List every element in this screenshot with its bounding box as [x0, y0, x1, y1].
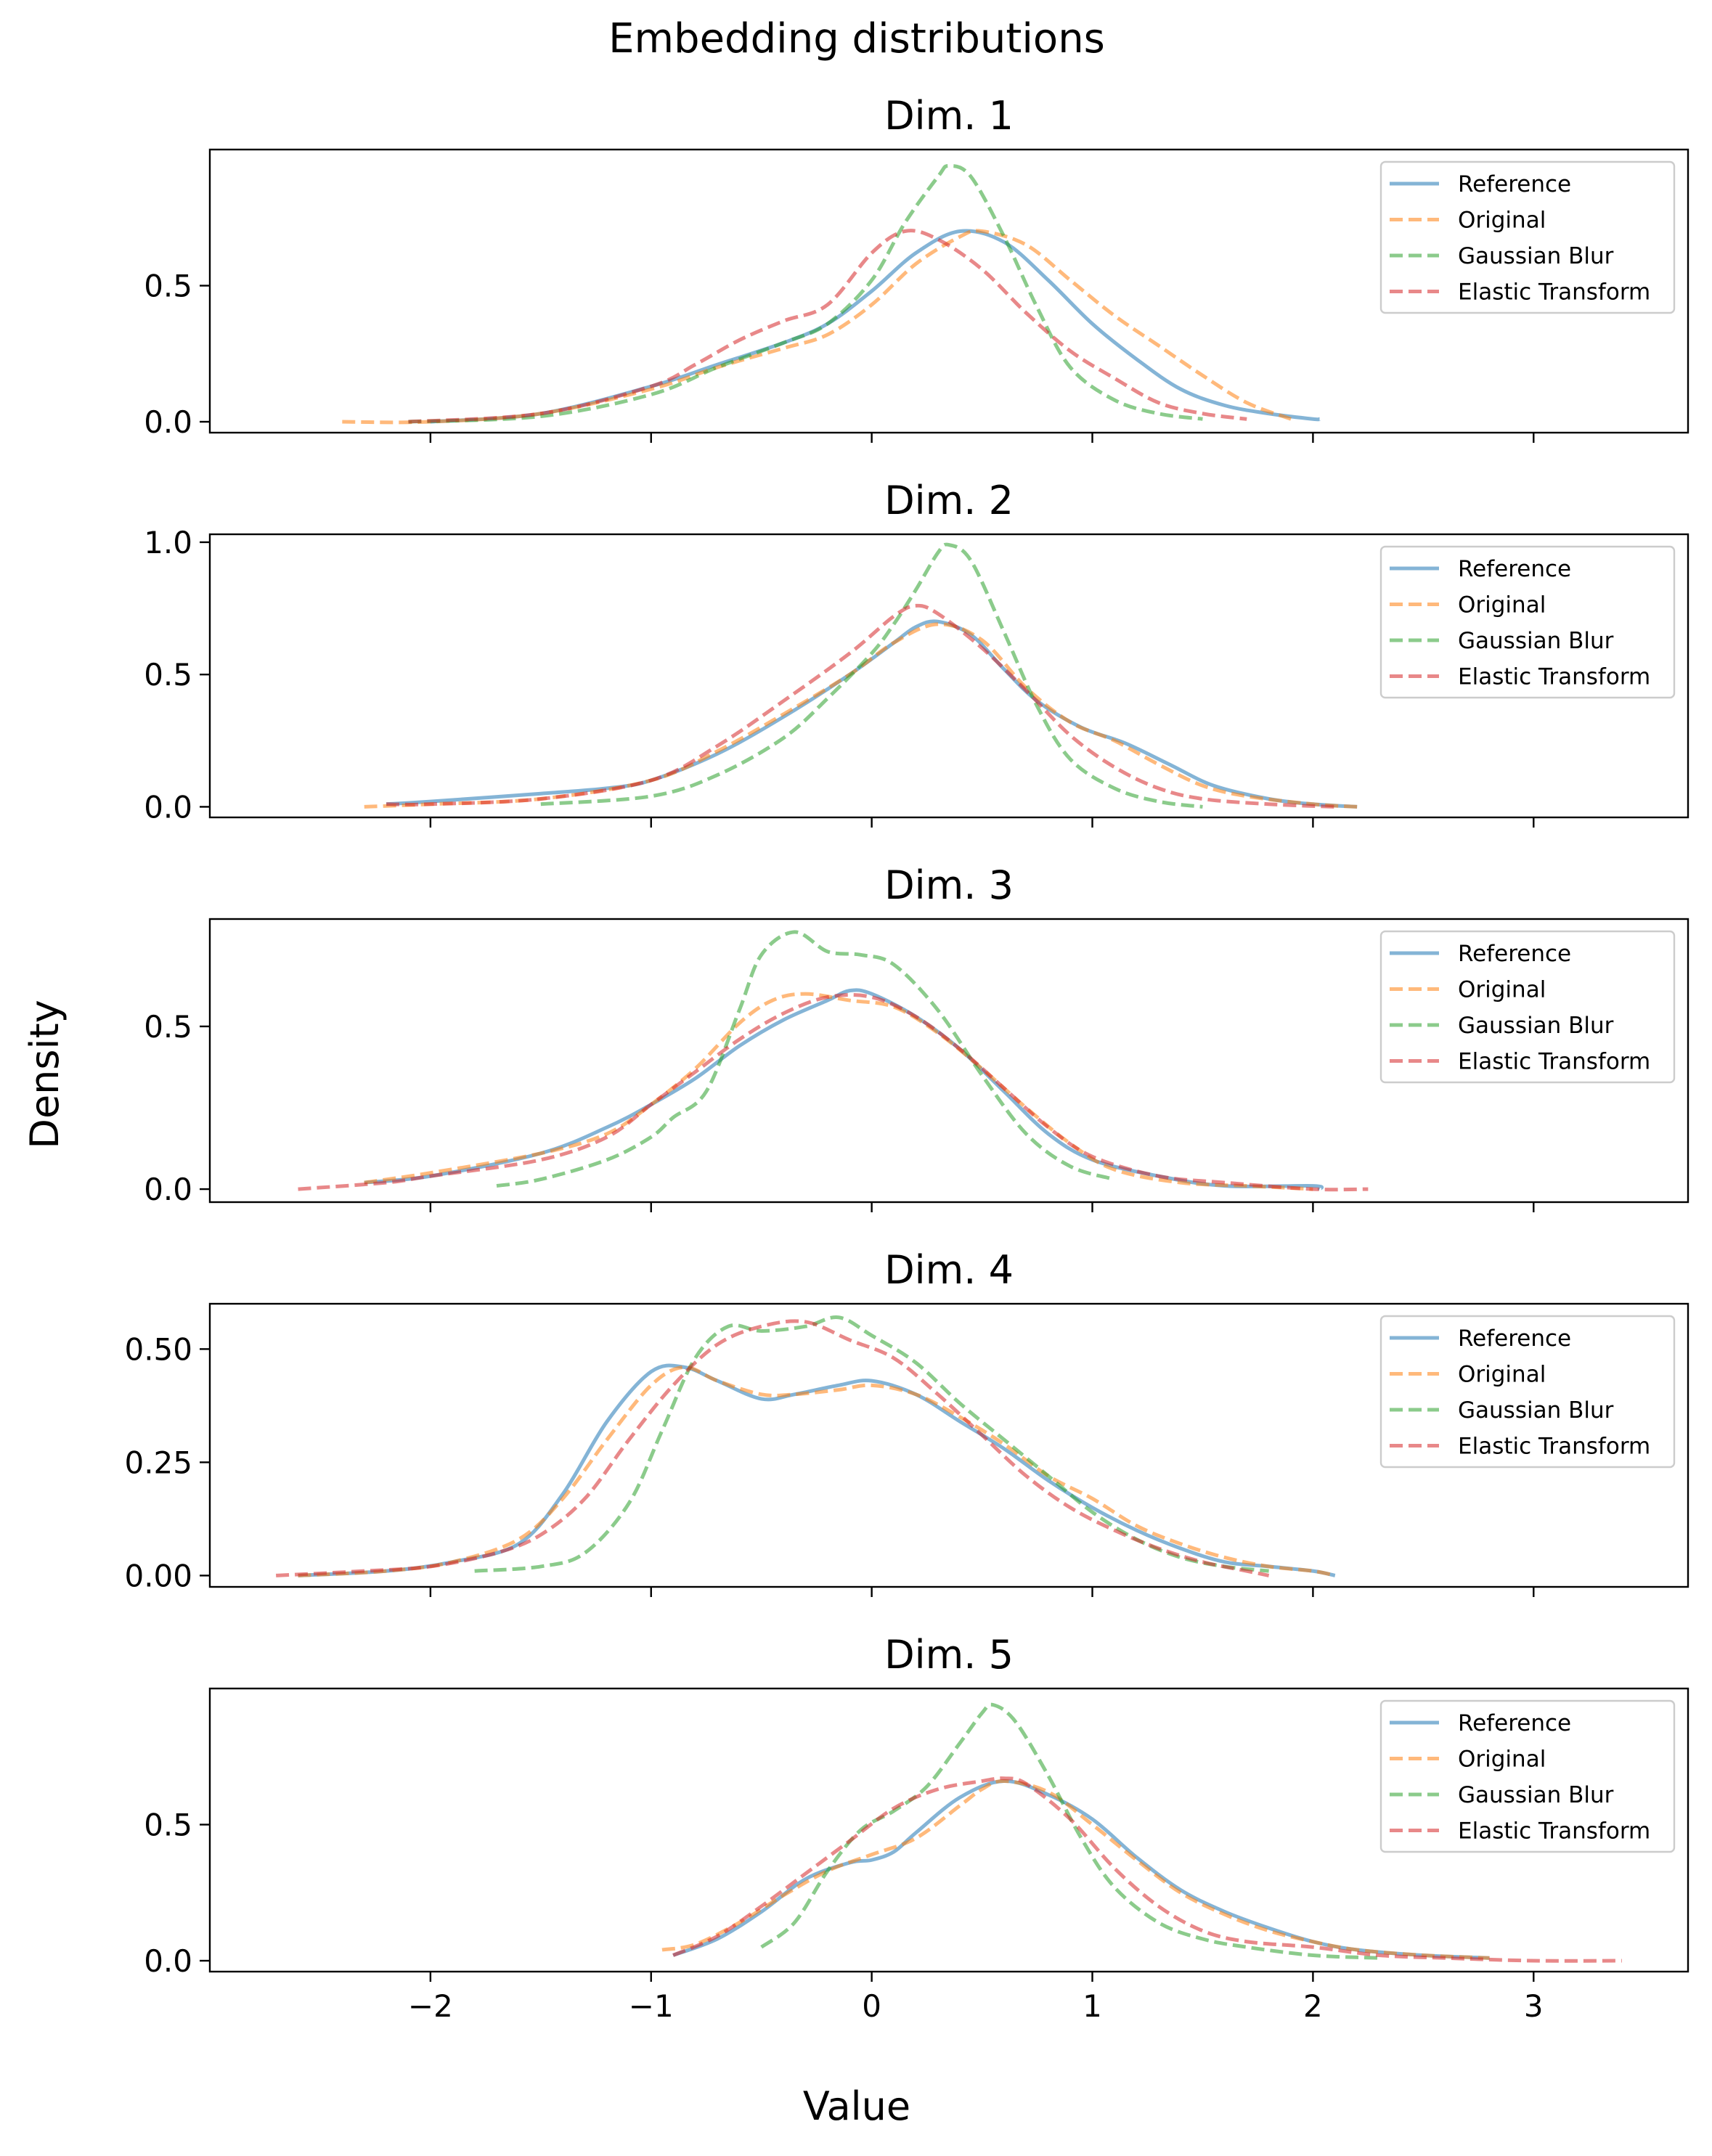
x-tick-label: 1 [1083, 1988, 1102, 2024]
legend-label: Original [1458, 1747, 1546, 1773]
series-line-elastic-transform [386, 603, 1335, 809]
y-tick-label: 0.0 [144, 404, 192, 440]
legend-frame [1379, 545, 1676, 699]
series-line-reference [672, 1779, 1490, 1960]
series-group [298, 930, 1369, 1192]
legend-label: Gaussian Blur [1458, 1397, 1614, 1424]
series-line-original [364, 622, 1358, 809]
y-axis-label: Density [22, 1000, 68, 1148]
series-line-elastic-transform [408, 229, 1247, 424]
x-tick-label: −1 [629, 1988, 674, 2024]
legend-label: Original [1458, 208, 1546, 234]
series-line-original [661, 1779, 1490, 1960]
subplot-5: Dim. 5 0.0 0.5 −2 −1 0 1 2 3 Reference Original Gau… [144, 1632, 1689, 2024]
subplot-title: Dim. 5 [884, 1632, 1014, 1678]
subplot-title: Dim. 3 [884, 862, 1014, 908]
legend-frame [1379, 1699, 1676, 1853]
series-line-gaussian-blur [474, 1315, 1269, 1573]
y-tick-label: 0.0 [144, 1172, 192, 1207]
legend: Reference Original Gaussian Blur Elastic Tr… [1379, 1315, 1676, 1469]
legend-label: Elastic Transform [1458, 279, 1650, 306]
series-line-original [298, 1365, 1336, 1577]
x-tick-label: 2 [1303, 1988, 1323, 2024]
legend: Reference Original Gaussian Blur Elastic Tr… [1379, 1699, 1676, 1853]
y-tick-label: 0.50 [124, 1331, 192, 1367]
y-tick-label: 1.0 [144, 525, 192, 560]
legend-label: Gaussian Blur [1458, 1782, 1614, 1808]
series-line-reference [430, 229, 1321, 424]
legend-label: Gaussian Blur [1458, 243, 1614, 269]
subplot-3: Dim. 3 0.0 0.5 Reference Original Gaussian Bl… [144, 862, 1689, 1212]
legend-label: Gaussian Blur [1458, 628, 1614, 654]
series-group [342, 163, 1321, 425]
legend-label: Reference [1458, 1710, 1571, 1736]
legend-label: Reference [1458, 941, 1571, 967]
x-tick-label: 0 [862, 1988, 881, 2024]
plot-frame [208, 918, 1689, 1204]
series-line-gaussian-blur [496, 930, 1115, 1188]
plot-frame [208, 1687, 1689, 1973]
y-tick-label: 0.0 [144, 789, 192, 825]
legend-frame [1379, 160, 1676, 314]
series-group [661, 1702, 1622, 1963]
legend-frame [1379, 930, 1676, 1084]
legend-label: Gaussian Blur [1458, 1013, 1614, 1039]
series-line-reference [386, 619, 1358, 809]
legend-frame [1379, 1315, 1676, 1469]
y-tick-label: 0.25 [124, 1445, 192, 1480]
series-line-reference [364, 988, 1324, 1191]
subplot-title: Dim. 1 [884, 93, 1014, 139]
figure-title: Embedding distributions [608, 15, 1105, 62]
series-line-gaussian-blur [408, 163, 1203, 424]
subplots: Dim. 1 0.0 0.5 Reference Original Gaussian Bl… [124, 93, 1689, 2024]
y-tick-label: 0.0 [144, 1943, 192, 1979]
series-group [276, 1315, 1336, 1577]
legend: Reference Original Gaussian Blur Elastic Tr… [1379, 160, 1676, 314]
series-line-elastic-transform [298, 993, 1369, 1192]
series-line-elastic-transform [276, 1319, 1270, 1577]
subplot-title: Dim. 2 [884, 478, 1014, 523]
legend-label: Elastic Transform [1458, 664, 1650, 690]
legend-label: Original [1458, 977, 1546, 1003]
y-tick-label: 0.5 [144, 657, 192, 693]
legend-label: Elastic Transform [1458, 1818, 1650, 1845]
legend: Reference Original Gaussian Blur Elastic Tr… [1379, 930, 1676, 1084]
y-tick-label: 0.00 [124, 1558, 192, 1593]
x-tick-label: −2 [408, 1988, 453, 2024]
plot-frame [208, 1302, 1689, 1588]
plot-frame [208, 533, 1689, 819]
y-tick-label: 0.5 [144, 269, 192, 304]
series-line-elastic-transform [672, 1776, 1622, 1963]
y-tick-label: 0.5 [144, 1808, 192, 1843]
legend-label: Elastic Transform [1458, 1049, 1650, 1075]
legend-label: Elastic Transform [1458, 1434, 1650, 1460]
plot-frame [208, 148, 1689, 434]
series-line-original [342, 229, 1292, 425]
subplot-4: Dim. 4 0.00 0.25 0.50 Reference Original Gauss… [124, 1247, 1689, 1597]
legend-label: Reference [1458, 1326, 1571, 1352]
subplot-title: Dim. 4 [884, 1247, 1014, 1293]
series-line-original [364, 992, 1313, 1191]
legend: Reference Original Gaussian Blur Elastic Tr… [1379, 545, 1676, 699]
x-tick-label: 3 [1524, 1988, 1544, 2024]
x-axis-label: Value [803, 2083, 910, 2129]
series-group [364, 542, 1358, 809]
series-line-gaussian-blur [760, 1702, 1379, 1960]
legend-label: Reference [1458, 171, 1571, 197]
y-tick-label: 0.5 [144, 1009, 192, 1045]
series-line-reference [298, 1363, 1336, 1577]
legend-label: Reference [1458, 556, 1571, 582]
series-line-gaussian-blur [540, 542, 1203, 809]
legend-label: Original [1458, 592, 1546, 618]
legend-label: Original [1458, 1362, 1546, 1388]
subplot-2: Dim. 2 0.0 0.5 1.0 Reference Original Gaussian… [144, 478, 1689, 828]
subplot-1: Dim. 1 0.0 0.5 Reference Original Gaussian Bl… [144, 93, 1689, 443]
